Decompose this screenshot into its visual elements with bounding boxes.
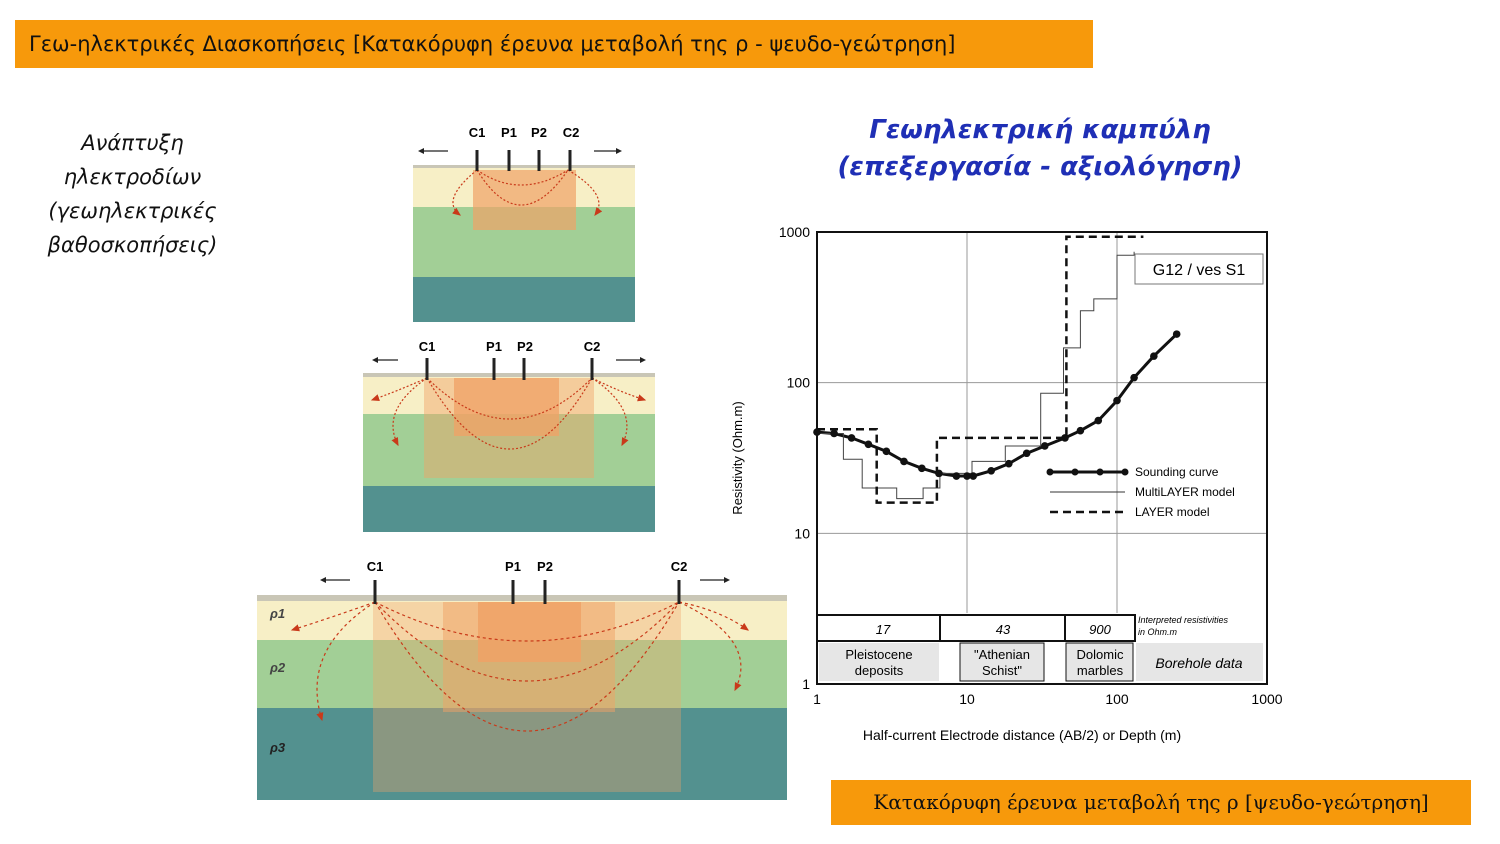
data-point (1113, 396, 1121, 405)
electrode-label: P2 (537, 559, 553, 574)
electrode-label: C2 (584, 339, 601, 354)
electrode-label: P1 (501, 125, 517, 140)
tick-labels: 1 10 100 1000 1 10 100 1000 (779, 224, 1283, 707)
footer-banner: Κατακόρυφη έρευνα μεταβολή της ρ [ψευδο-… (831, 780, 1471, 825)
data-point (1022, 449, 1031, 458)
series-line-2 (817, 251, 1135, 500)
borehole-label: Borehole data (1155, 655, 1242, 671)
electrode-label: C1 (469, 125, 486, 140)
header-banner: Γεω-ηλεκτρικές Διασκοπήσεις [Κατακόρυφη … (15, 20, 1093, 68)
x-axis-label: Half-current Electrode distance (AB/2) o… (863, 727, 1181, 743)
data-point (1150, 352, 1158, 360)
legend-label: LAYER model (1135, 505, 1209, 519)
legend-marker (1096, 468, 1104, 476)
data-point (847, 434, 856, 442)
unit-label: Schist" (982, 663, 1022, 678)
label-box (1134, 253, 1264, 285)
investigation-zone (473, 170, 576, 230)
side-caption: Ανάπτυξη ηλεκτροδίων (γεωηλεκτρικές βαθο… (20, 126, 245, 262)
legend-label: MultiLAYER model (1135, 485, 1235, 499)
y-tick-label: 100 (787, 375, 811, 391)
legend: Sounding curve MultiLAYER model LAYER mo… (1046, 465, 1235, 519)
label-box-text: G12 / ves S1 (1153, 262, 1246, 279)
investigation-zone (454, 378, 559, 436)
data-point (1061, 434, 1069, 442)
diagram-panel-small: C1 P1 P2 C2 (413, 116, 635, 322)
chart-title-line-2: (επεξεργασία - αξιολόγηση) (837, 152, 1243, 182)
resistivity-value: 17 (876, 622, 891, 637)
data-point (1005, 459, 1013, 468)
side-caption-line: βαθοσκοπήσεις) (47, 233, 218, 257)
footer-caption: Κατακόρυφη έρευνα μεταβολή της ρ [ψευδο-… (873, 790, 1429, 814)
header-title: Γεω-ηλεκτρικές Διασκοπήσεις [Κατακόρυφη … (29, 32, 956, 56)
data-point (1130, 373, 1138, 382)
table-note: in Ohm.m (1138, 627, 1178, 637)
x-tick-label: 1000 (1251, 691, 1282, 707)
table-note: Interpreted resistivities (1138, 615, 1229, 625)
resistivity-value: 900 (1089, 622, 1111, 637)
unit-label: "Athenian (974, 647, 1030, 662)
unit-label: Pleistocene (845, 647, 912, 662)
y-tick-label: 10 (794, 525, 810, 541)
legend-marker (1071, 468, 1079, 476)
unit-label: deposits (855, 663, 904, 678)
data-point (952, 472, 961, 480)
data-point (1040, 442, 1049, 450)
y-axis-label: Resistivity (Ohm.m) (730, 401, 745, 514)
data-point (882, 447, 891, 456)
chart-title: Γεωηλεκτρική καμπύλη (επεξεργασία - αξιο… (790, 112, 1290, 186)
side-caption-line: Ανάπτυξη (81, 131, 184, 155)
series-layer (816, 235, 1178, 504)
x-tick-label: 100 (1105, 691, 1129, 707)
data-point (963, 472, 971, 480)
chart-title-line-1: Γεωηλεκτρική καμπύλη (869, 115, 1211, 145)
side-caption-line: (γεωηλεκτρικές (48, 199, 217, 223)
marker-layer (813, 330, 1181, 480)
data-point (987, 467, 996, 475)
layer-label: ρ2 (269, 660, 286, 675)
data-point (918, 464, 926, 473)
x-tick-label: 1 (813, 691, 821, 707)
unit-label: Dolomic (1077, 647, 1124, 662)
legend-label: Sounding curve (1135, 465, 1219, 479)
series-line-3 (817, 235, 1144, 504)
data-point (900, 457, 908, 466)
electrode-label: P1 (505, 559, 521, 574)
electrode-label: C1 (419, 339, 436, 354)
layer-bottom (413, 277, 635, 322)
sounding-chart: G12 / ves S1 Sounding curve MultiLAYER m… (730, 224, 1283, 743)
unit-label: marbles (1077, 663, 1124, 678)
plot-frame (816, 231, 1268, 685)
data-point (830, 429, 838, 438)
diagram-panel-large: C1 P1 P2 C2 ρ1 ρ2 ρ3 (257, 545, 787, 800)
data-point (864, 440, 873, 449)
series-line-1 (816, 333, 1178, 478)
y-tick-label: 1 (802, 676, 810, 692)
investigation-zone (478, 602, 581, 662)
legend-marker (1121, 468, 1129, 476)
layer-label: ρ3 (269, 740, 286, 755)
electrode-label: P2 (531, 125, 547, 140)
diagram-panel-medium: C1 P1 P2 C2 (363, 326, 655, 532)
electrode-label: C2 (563, 125, 580, 140)
layer-bottom (363, 486, 655, 532)
x-tick-label: 10 (959, 691, 975, 707)
layer-bottom (257, 708, 787, 800)
y-tick-label: 1000 (779, 224, 810, 240)
side-caption-line: ηλεκτροδίων (63, 165, 202, 189)
electrode-diagrams: C1 P1 P2 C2 C1 P1 P2 C2 (257, 116, 787, 800)
legend-marker (1046, 468, 1054, 476)
data-point (935, 469, 943, 478)
electrode-label: P2 (517, 339, 533, 354)
electrode-label: C2 (671, 559, 688, 574)
electrode-label: P1 (486, 339, 502, 354)
data-point (969, 472, 978, 480)
interpretation-table: 17 43 900 Interpreted resistivities in O… (816, 613, 1267, 683)
data-point (1076, 426, 1085, 435)
layer-label: ρ1 (269, 606, 285, 621)
data-point (1172, 330, 1181, 338)
resistivity-value: 43 (996, 622, 1011, 637)
electrode-label: C1 (367, 559, 384, 574)
data-point (1094, 416, 1103, 425)
